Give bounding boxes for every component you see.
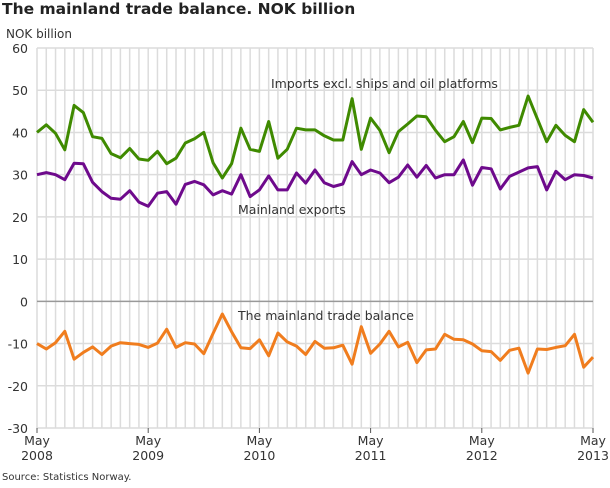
y-tick-label: 0 — [20, 294, 28, 309]
y-tick-label: 50 — [12, 83, 28, 98]
y-tick-label: 30 — [12, 168, 28, 183]
y-tick-label: 10 — [12, 252, 28, 267]
x-tick-month: May — [469, 433, 495, 448]
x-tick-month: May — [135, 433, 161, 448]
series-label: The mainland trade balance — [237, 308, 414, 323]
y-tick-label: 20 — [12, 210, 28, 225]
y-tick-label: 40 — [12, 125, 28, 140]
x-tick-year: 2010 — [243, 448, 275, 463]
x-tick-year: 2013 — [577, 448, 609, 463]
x-tick-month: May — [24, 433, 50, 448]
series-label: Imports excl. ships and oil platforms — [271, 76, 498, 91]
x-tick-year: 2011 — [355, 448, 387, 463]
source-note: Source: Statistics Norway. — [2, 472, 132, 483]
y-tick-label: -10 — [8, 337, 28, 352]
y-tick-label: -20 — [8, 379, 28, 394]
x-tick-month: May — [580, 433, 606, 448]
x-tick-year: 2012 — [466, 448, 498, 463]
x-tick-year: 2009 — [132, 448, 164, 463]
x-tick-month: May — [246, 433, 272, 448]
x-tick-year: 2008 — [21, 448, 53, 463]
y-tick-label: -30 — [8, 421, 28, 436]
x-tick-month: May — [358, 433, 384, 448]
series-label: Mainland exports — [238, 202, 346, 217]
y-tick-label: 60 — [12, 41, 28, 56]
chart-title: The mainland trade balance. NOK billion — [2, 0, 356, 18]
y-axis-label: NOK billion — [6, 27, 73, 41]
